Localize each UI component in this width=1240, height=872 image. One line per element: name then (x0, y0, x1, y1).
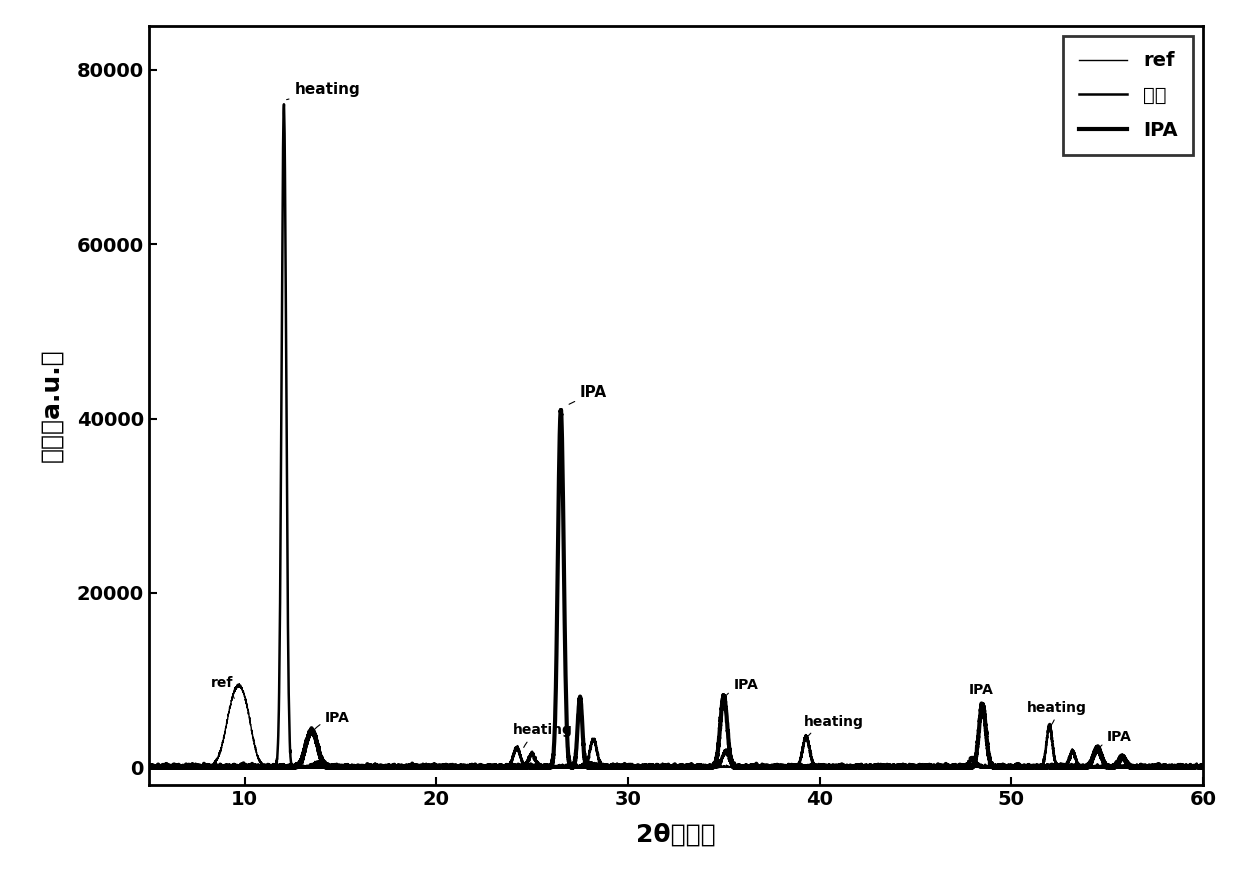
X-axis label: 2θ（度）: 2θ（度） (636, 822, 715, 847)
Text: IPA: IPA (314, 711, 350, 731)
Text: heating: heating (1027, 700, 1086, 726)
IPA (748, 761, 763, 772)
Line: ref: ref (149, 684, 1203, 767)
ref (232, 678, 247, 689)
Text: IPA: IPA (569, 385, 608, 405)
加热 (988, 762, 1003, 773)
Line: 加热: 加热 (149, 105, 1203, 767)
加热 (748, 762, 763, 773)
IPA (947, 762, 962, 773)
ref (988, 762, 1003, 773)
IPA (988, 762, 1003, 773)
IPA (141, 762, 156, 773)
加热 (1195, 762, 1210, 773)
Text: heating: heating (513, 723, 573, 747)
Y-axis label: 强度（a.u.）: 强度（a.u.） (38, 349, 63, 462)
ref (201, 761, 216, 772)
加热 (947, 762, 962, 773)
加热 (141, 762, 156, 773)
加热 (998, 762, 1013, 773)
ref (141, 760, 156, 771)
Text: heating: heating (805, 714, 864, 737)
ref (947, 762, 962, 773)
ref (141, 762, 156, 773)
Text: ref: ref (211, 676, 234, 698)
Text: IPA: IPA (725, 678, 758, 697)
IPA (553, 405, 568, 415)
ref (1195, 762, 1210, 773)
IPA (606, 762, 621, 773)
ref (748, 762, 763, 773)
Line: IPA: IPA (149, 410, 1203, 767)
IPA (1195, 760, 1210, 771)
Text: heating: heating (286, 82, 360, 99)
Text: IPA: IPA (1099, 730, 1132, 748)
加热 (606, 762, 621, 773)
IPA (200, 762, 215, 773)
加热 (201, 761, 216, 772)
ref (606, 762, 621, 773)
Legend: ref, 加热, IPA: ref, 加热, IPA (1063, 36, 1193, 155)
加热 (141, 762, 156, 773)
加热 (277, 99, 291, 110)
ref (998, 762, 1013, 773)
IPA (998, 760, 1013, 771)
Text: IPA: IPA (968, 683, 994, 705)
